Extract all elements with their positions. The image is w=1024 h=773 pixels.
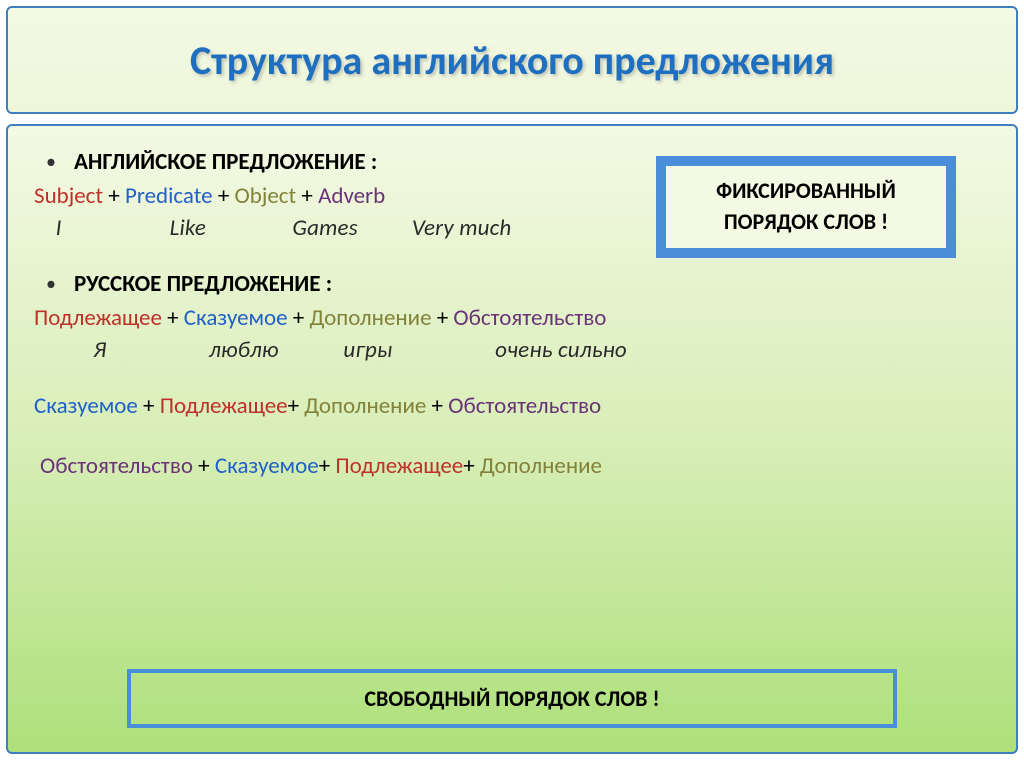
english-heading: АНГЛИЙСКОЕ ПРЕДЛОЖЕНИЕ : xyxy=(74,148,377,176)
rus-adverb: Обстоятельство xyxy=(453,304,606,332)
russian-heading-bullet: РУССКОЕ ПРЕДЛОЖЕНИЕ : xyxy=(34,270,990,298)
callout-fixed-order: ФИКСИРОВАННЫЙ ПОРЯДОК СЛОВ ! xyxy=(656,156,956,258)
russian-formula-3: Обстоятельство + Сказуемое+ Подлежащее+ … xyxy=(40,452,990,480)
var3-p4: Дополнение xyxy=(480,452,602,480)
var2-p3: Дополнение xyxy=(304,392,426,420)
callout-line2: ПОРЯДОК СЛОВ ! xyxy=(674,207,938,238)
eng-object: Object xyxy=(235,182,297,210)
rus-predicate: Сказуемое xyxy=(184,304,288,332)
rus-subject: Подлежащее xyxy=(34,304,162,332)
bottom-free-order: СВОБОДНЫЙ ПОРЯДОК СЛОВ ! xyxy=(127,669,897,728)
var2-p2: Подлежащее xyxy=(160,392,288,420)
var2-p4: Обстоятельство xyxy=(448,392,601,420)
var2-p1: Сказуемое xyxy=(34,392,138,420)
bottom-text: СВОБОДНЫЙ ПОРЯДОК СЛОВ ! xyxy=(364,685,659,712)
rus-object: Дополнение xyxy=(309,304,431,332)
eng-subject: Subject xyxy=(34,182,103,210)
callout-line1: ФИКСИРОВАННЫЙ xyxy=(674,176,938,207)
content-container: ФИКСИРОВАННЫЙ ПОРЯДОК СЛОВ ! АНГЛИЙСКОЕ … xyxy=(6,124,1018,754)
russian-example: Я люблю игры очень сильно xyxy=(34,336,990,364)
page-title: Структура английского предложения xyxy=(190,36,834,85)
var3-p1: Обстоятельство xyxy=(40,452,193,480)
eng-adverb: Adverb xyxy=(318,182,385,210)
russian-formula-2: Сказуемое + Подлежащее+ Дополнение + Обс… xyxy=(34,392,990,420)
eng-predicate: Predicate xyxy=(125,182,213,210)
russian-heading: РУССКОЕ ПРЕДЛОЖЕНИЕ : xyxy=(74,270,332,298)
var3-p3: Подлежащее xyxy=(335,452,463,480)
russian-formula-1: Подлежащее + Сказуемое + Дополнение + Об… xyxy=(34,304,990,332)
var3-p2: Сказуемое xyxy=(215,452,319,480)
title-container: Структура английского предложения xyxy=(6,6,1018,114)
